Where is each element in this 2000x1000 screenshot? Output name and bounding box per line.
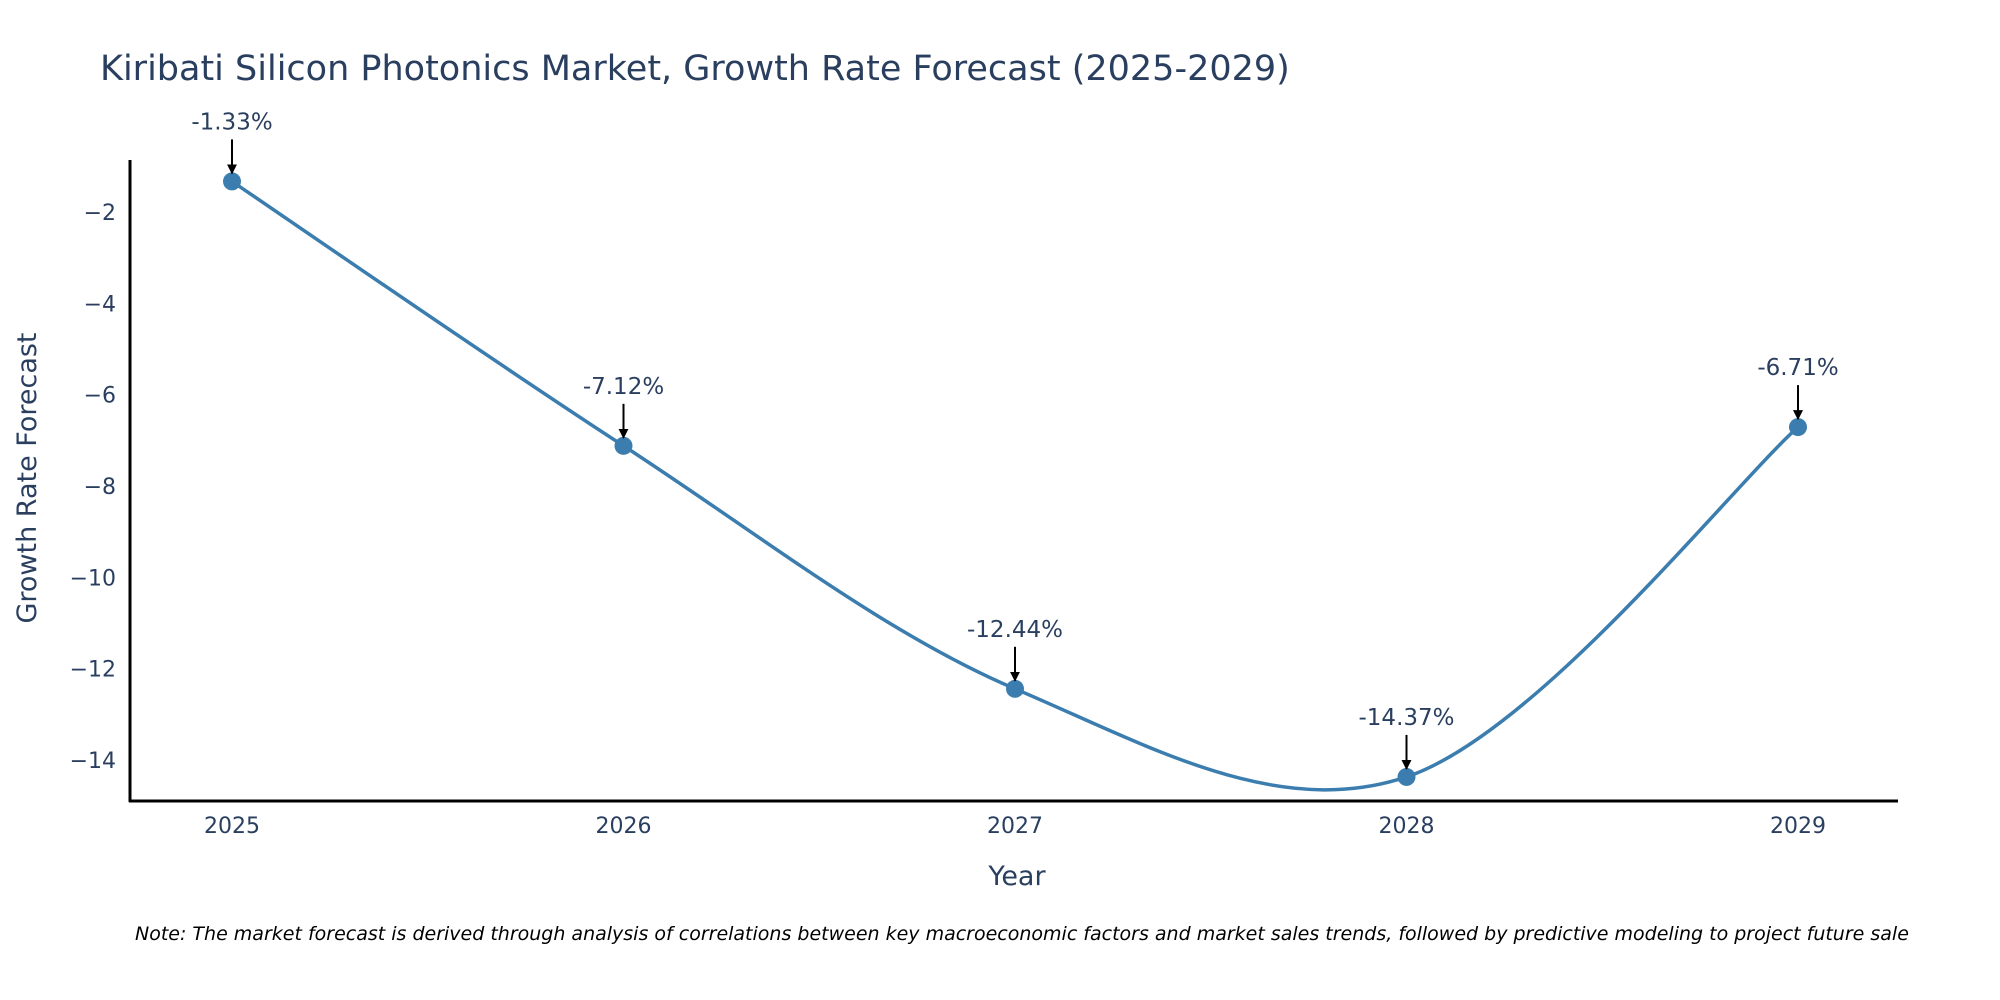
x-tick-label: 2028 — [1379, 814, 1435, 839]
x-tick-label: 2029 — [1770, 814, 1826, 839]
data-label: -14.37% — [1359, 705, 1455, 731]
chart-title: Kiribati Silicon Photonics Market, Growt… — [100, 49, 1290, 89]
data-point — [1006, 679, 1024, 698]
y-tick-label: −12 — [70, 658, 116, 683]
y-tick-label: −2 — [84, 201, 116, 226]
y-tick-label: −14 — [70, 749, 116, 774]
y-tick-label: −10 — [70, 566, 116, 591]
data-point — [1397, 767, 1416, 786]
footnote: Note: The market forecast is derived thr… — [135, 923, 1909, 945]
y-tick-label: −8 — [84, 475, 116, 500]
data-point — [223, 172, 241, 191]
data-point — [614, 436, 633, 455]
y-tick-label: −6 — [84, 384, 116, 409]
y-tick-label: −4 — [84, 292, 116, 317]
x-tick-label: 2025 — [204, 814, 260, 839]
x-tick-label: 2026 — [596, 814, 652, 839]
data-label: -1.33% — [191, 109, 272, 135]
y-axis-label: Growth Rate Forecast — [12, 332, 43, 623]
x-tick-label: 2027 — [987, 814, 1043, 839]
series-line — [231, 179, 1800, 792]
data-label: -7.12% — [583, 374, 664, 400]
data-point — [1789, 418, 1807, 437]
data-label: -12.44% — [967, 617, 1063, 643]
data-label: -6.71% — [1757, 355, 1838, 381]
x-axis-label: Year — [987, 861, 1046, 892]
